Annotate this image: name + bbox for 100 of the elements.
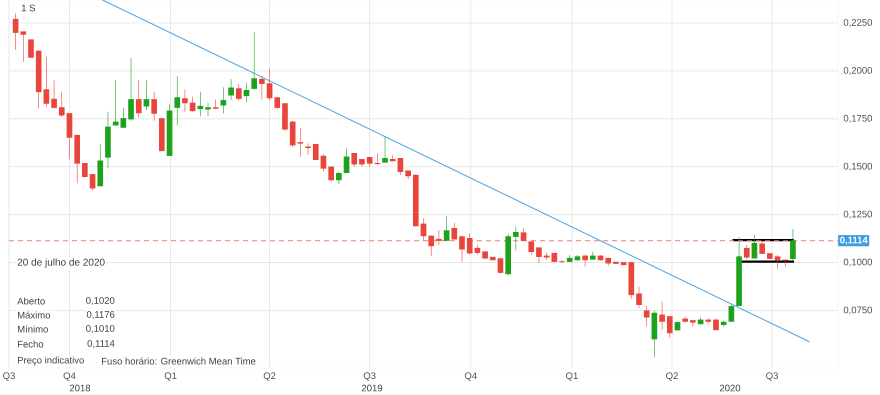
candlestick: [444, 216, 450, 242]
candlestick: [420, 218, 426, 241]
candlestick: [12, 13, 18, 50]
candlestick: [97, 144, 104, 187]
x-tick-label: Q3: [364, 372, 376, 381]
candlestick: [82, 162, 88, 178]
candlestick: [790, 228, 796, 261]
x-tick-label: Q2: [666, 372, 678, 381]
x-tick-label: Q2: [264, 372, 276, 381]
candlestick: [20, 31, 26, 62]
candlestick: [344, 148, 350, 174]
candlestick: [66, 112, 72, 160]
candlestick: [552, 252, 558, 262]
candlestick: [51, 80, 57, 109]
candlestick: [520, 228, 526, 242]
candlestick: [159, 118, 165, 152]
annotation: Fecho: [18, 340, 44, 348]
annotation: Mínimo: [18, 325, 48, 333]
candlestick: [336, 171, 342, 184]
candlestick: [628, 262, 634, 300]
candlestick: [182, 89, 188, 112]
candlestick: [528, 241, 534, 256]
candlestick: [136, 80, 142, 118]
annotation: Aberto: [17, 298, 45, 304]
candlestick: [482, 250, 488, 260]
candlestick: [144, 80, 150, 111]
candlestick: [412, 174, 419, 227]
candlestick: [720, 320, 726, 328]
x-tick-label: Q1: [164, 372, 176, 381]
candlestick: [298, 128, 304, 158]
candlestick: [620, 262, 626, 266]
candlestick: [374, 153, 380, 166]
candlestick: [351, 152, 358, 168]
annotation: 0,1010: [86, 325, 114, 333]
y-tick-label: 0,1000: [844, 258, 872, 267]
candlestick: [274, 96, 280, 110]
candlestick: [390, 154, 396, 162]
candlestick: [36, 50, 42, 109]
candlestick: [312, 143, 319, 160]
candlestick: [105, 112, 111, 169]
candlestick: [282, 102, 288, 131]
candlestick: [705, 318, 712, 324]
candlestick: [713, 318, 719, 331]
candlestick: [244, 82, 250, 102]
text: 2020: [720, 384, 740, 392]
candlestick: [752, 234, 758, 259]
candlestick: [774, 254, 780, 270]
candlestick: [682, 316, 688, 323]
candlestick: [290, 120, 296, 148]
annotation: 0,1114: [88, 340, 115, 348]
candlestick: [166, 104, 172, 156]
y-tick-label: 0,0750: [844, 306, 872, 314]
x-tick-label: Q4: [64, 372, 76, 381]
annotation: 0,1176: [86, 311, 114, 319]
candlestick: [320, 154, 326, 172]
candlestick: [74, 134, 80, 184]
annotation: 1 S: [22, 4, 36, 12]
candlestick: [112, 80, 118, 126]
candlestick: [674, 322, 680, 331]
ref-line-label: 0,1114: [840, 236, 868, 245]
annotation: 20 de julho de 2020: [18, 258, 105, 268]
candlestick: [305, 143, 311, 156]
candlestick: [428, 235, 434, 256]
candlestick: [782, 259, 788, 267]
y-tick-label: 0,2000: [844, 66, 872, 75]
candlestick: [544, 252, 550, 260]
x-tick-label: Q1: [566, 372, 578, 381]
candlestick: [205, 102, 211, 116]
candlestick: [190, 96, 196, 112]
annotation: Fuso horário: Greenwich Mean Time: [102, 357, 256, 365]
x-tick-label: Q3: [766, 372, 778, 381]
candlestick: [58, 92, 65, 118]
candlestick: [251, 32, 258, 90]
y-tick-label: 0,1500: [844, 162, 872, 171]
candlestick: [90, 174, 96, 192]
candlestick: [128, 58, 134, 122]
candlestick: [498, 258, 504, 274]
candlestick: [197, 92, 204, 116]
candlestick: [28, 38, 34, 58]
candlestick: [228, 78, 234, 100]
candlestick: [666, 316, 673, 338]
candlestick: [459, 235, 465, 262]
candlestick: [236, 83, 242, 102]
candlestick: [398, 158, 404, 176]
x-tick-label: Q3: [3, 372, 15, 381]
candlestick: [536, 246, 542, 264]
candlestick: [505, 234, 511, 276]
candlestick: [613, 261, 619, 264]
candlestick: [759, 240, 765, 254]
candlestick: [736, 236, 742, 306]
candlestick: [451, 222, 458, 240]
candlestick: [328, 166, 334, 182]
candlestick: [220, 87, 226, 114]
x-tick-label: Q4: [464, 372, 477, 381]
candlestick: [120, 107, 126, 128]
candlestick: [728, 304, 734, 322]
y-tick-label: 0,1250: [844, 210, 872, 219]
annotation: Preço indicativo: [18, 356, 84, 366]
candlestick: [744, 244, 750, 260]
candlestick: [590, 251, 596, 260]
